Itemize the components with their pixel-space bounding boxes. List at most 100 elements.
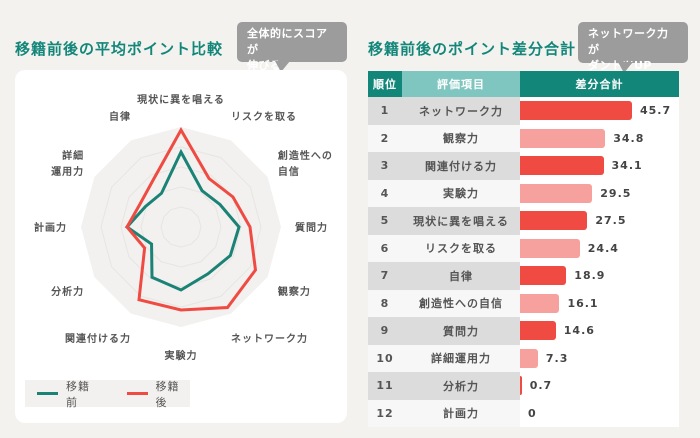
diff-value: 0	[528, 406, 537, 420]
diff-cell: 14.6	[520, 317, 679, 345]
table-row: 9 質問力 14.6	[368, 317, 679, 345]
diff-bar	[520, 266, 567, 286]
item-cell: 計画力	[402, 399, 520, 427]
diff-bar	[520, 101, 632, 121]
rank-cell: 7	[368, 262, 402, 290]
diff-value: 16.1	[567, 296, 599, 310]
radar-axis-label: 関連付ける力	[65, 332, 131, 345]
diff-bar	[520, 211, 588, 231]
rank-cell: 6	[368, 234, 402, 262]
legend-label-before: 移籍前	[66, 379, 91, 409]
diff-cell: 0.7	[520, 372, 679, 400]
radar-series-before	[124, 148, 241, 292]
rank-cell: 10	[368, 344, 402, 372]
callout-line: 伸びる	[247, 59, 282, 72]
diff-bar	[520, 238, 580, 258]
item-cell: 自律	[402, 262, 520, 290]
callout-bubble-right: ネットワーク力が ダントツUP	[578, 22, 688, 73]
rank-cell: 4	[368, 179, 402, 207]
diff-cell: 34.8	[520, 124, 679, 152]
table-row: 7 自律 18.9	[368, 262, 679, 290]
radar-axis-label: 質問力	[295, 221, 328, 234]
item-cell: 分析力	[402, 372, 520, 400]
radar-axis-label: 分析力	[51, 285, 84, 298]
diff-bar	[520, 156, 604, 176]
diff-cell: 27.5	[520, 207, 679, 235]
radar-grid-ring	[100, 146, 262, 308]
callout-line: 全体的にスコアが	[247, 27, 328, 56]
table-row: 12 計画力 0	[368, 399, 679, 427]
rank-cell: 2	[368, 124, 402, 152]
radar-axis-label: 実験力	[165, 349, 198, 362]
callout-bubble-left: 全体的にスコアが伸びる	[237, 22, 347, 72]
radar-axis-label: 自律	[109, 110, 131, 123]
diff-bar	[520, 376, 522, 396]
rank-cell: 12	[368, 399, 402, 427]
table-row: 8 創造性への自信 16.1	[368, 289, 679, 317]
rank-cell: 9	[368, 317, 402, 345]
legend: 移籍前 移籍後	[25, 379, 190, 409]
table-title: 移籍前後のポイント差分合計	[368, 40, 577, 58]
diff-cell: 7.3	[520, 344, 679, 372]
diff-value: 24.4	[587, 241, 619, 255]
diff-bar	[520, 128, 606, 148]
diff-cell: 29.5	[520, 179, 679, 207]
diff-bar	[520, 183, 593, 203]
table-row: 1 ネットワーク力 45.7	[368, 97, 679, 125]
legend-swatch-before	[37, 392, 59, 395]
diff-cell: 24.4	[520, 234, 679, 262]
item-cell: 創造性への自信	[402, 289, 520, 317]
item-cell: ネットワーク力	[402, 97, 520, 125]
diff-cell: 18.9	[520, 262, 679, 290]
item-cell: 現状に異を唱える	[402, 207, 520, 235]
diff-cell: 45.7	[520, 97, 679, 125]
radar-grid-ring	[160, 206, 202, 248]
diff-value: 29.5	[600, 186, 632, 200]
table-row: 6 リスクを取る 24.4	[368, 234, 679, 262]
radar-axis-label: リスクを取る	[231, 111, 297, 123]
radar-axis-label: 現状に異を唱える	[137, 93, 225, 106]
radar-background	[81, 127, 281, 327]
diff-bar	[520, 293, 560, 313]
item-cell: リスクを取る	[402, 234, 520, 262]
item-cell: 質問力	[402, 317, 520, 345]
col-item: 評価項目	[402, 71, 520, 97]
item-cell: 実験力	[402, 179, 520, 207]
rank-cell: 3	[368, 152, 402, 180]
diff-value: 45.7	[639, 104, 672, 118]
radar-title: 移籍前後の平均ポイント比較	[15, 40, 224, 58]
item-cell: 観察力	[402, 124, 520, 152]
diff-value: 0.7	[529, 379, 553, 393]
diff-value: 18.9	[574, 269, 606, 283]
radar-axis-label: 運用力	[51, 165, 84, 178]
item-cell: 詳細運用力	[402, 344, 520, 372]
diff-bar	[520, 348, 538, 368]
rank-cell: 8	[368, 289, 402, 317]
col-diff: 差分合計	[520, 71, 679, 97]
diff-cell: 34.1	[520, 152, 679, 180]
legend-swatch-after	[126, 392, 148, 395]
diff-cell: 0	[520, 399, 679, 427]
legend-label-after: 移籍後	[155, 379, 180, 409]
diff-value: 7.3	[545, 351, 569, 365]
radar-series-after	[125, 126, 258, 312]
rank-cell: 1	[368, 97, 402, 125]
radar-axis-label: 観察力	[278, 285, 311, 298]
radar-axis-label: 創造性への	[277, 149, 333, 162]
table-row: 11 分析力 0.7	[368, 372, 679, 400]
diff-value: 34.8	[613, 131, 645, 145]
table-row: 10 詳細運用力 7.3	[368, 344, 679, 372]
radar-axis-label: 詳細	[62, 149, 84, 162]
radar-axis-label: ネットワーク力	[231, 332, 308, 345]
diff-value: 14.6	[563, 324, 595, 338]
col-rank: 順位	[368, 71, 402, 97]
table-row: 2 観察力 34.8	[368, 124, 679, 152]
diff-value: 34.1	[611, 159, 643, 173]
callout-line: ネットワーク力が	[588, 27, 669, 56]
diff-bar	[520, 321, 556, 341]
ranking-table: 順位 評価項目 差分合計 1 ネットワーク力 45.7 2 観察力 34.8 3 関…	[368, 71, 679, 427]
rank-cell: 11	[368, 372, 402, 400]
rank-cell: 5	[368, 207, 402, 235]
diff-cell: 16.1	[520, 289, 679, 317]
